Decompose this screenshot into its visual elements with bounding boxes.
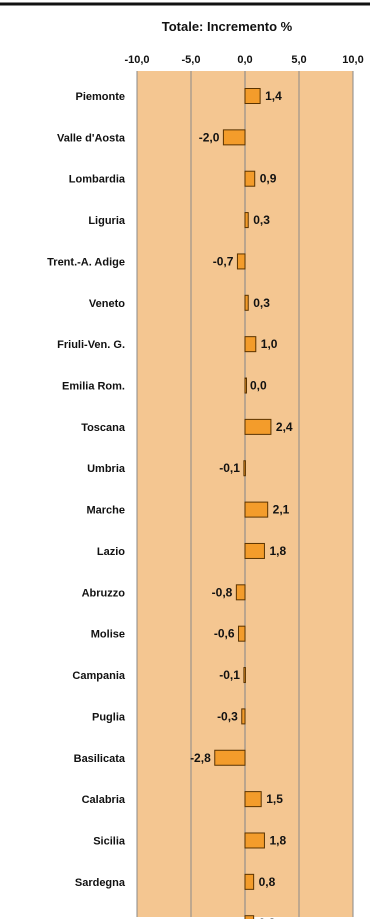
category-label: Calabria [82, 794, 126, 806]
bar [244, 336, 257, 353]
bar [244, 873, 255, 890]
category-label: Emilia Rom. [62, 381, 125, 393]
category-label: Trent.-A. Adige [47, 256, 125, 268]
x-axis-ticks: -10,0 -5,0 0,0 5,0 10,0 [124, 54, 363, 66]
value-label: -0,6 [214, 627, 235, 641]
bar [235, 584, 246, 601]
bar [244, 418, 272, 435]
category-label: Piemonte [75, 91, 125, 103]
category-label: Lombardia [69, 174, 126, 186]
value-label: -0,7 [213, 254, 234, 268]
category-label: Campania [72, 670, 125, 682]
bar [243, 667, 246, 684]
x-tick-label: 5,0 [291, 54, 306, 66]
bar [243, 460, 246, 477]
value-label: 0,8 [259, 875, 276, 889]
value-label: 1,8 [269, 544, 286, 558]
bar [244, 542, 265, 559]
category-label: Abruzzo [82, 587, 126, 599]
bar-series [214, 88, 272, 924]
value-label: 0,9 [260, 172, 277, 186]
value-label: 0,3 [253, 213, 270, 227]
value-label: 2,4 [276, 420, 293, 434]
category-label: Sicilia [93, 835, 126, 847]
value-label: -2,0 [199, 130, 220, 144]
value-label: 0,0 [250, 379, 267, 393]
x-tick-label: 10,0 [342, 54, 363, 66]
value-label: -0,3 [217, 709, 238, 723]
category-label: Molise [91, 629, 125, 641]
bar [244, 501, 269, 518]
value-label: 0,3 [253, 296, 270, 310]
bar [236, 253, 246, 270]
category-label: Lazio [97, 546, 125, 558]
category-label: Toscana [81, 422, 126, 434]
bar [238, 625, 246, 642]
bar [244, 791, 262, 808]
value-label: -0,1 [219, 461, 240, 475]
category-labels: Piemonte Valle d'Aosta Lombardia Liguria Tre… [47, 91, 126, 924]
value-label: 1,4 [265, 89, 282, 103]
chart-title: Totale: Incremento % [162, 19, 293, 34]
plot-area [136, 71, 354, 917]
category-label: Valle d'Aosta [57, 132, 126, 144]
category-label: Veneto [89, 298, 125, 310]
category-label: Puglia [92, 711, 126, 723]
bar [241, 708, 246, 725]
bar [244, 212, 249, 229]
category-label: Umbria [87, 463, 126, 475]
category-label: Friuli-Ven. G. [57, 339, 125, 351]
category-label: Marche [86, 505, 125, 517]
value-label: -0,1 [219, 668, 240, 682]
category-label: Basilicata [74, 753, 126, 765]
value-label: 1,0 [261, 337, 278, 351]
x-tick-label: -10,0 [124, 54, 149, 66]
category-label: Sardegna [75, 877, 126, 889]
value-label: -0,8 [212, 585, 233, 599]
bar [244, 88, 261, 104]
bar [244, 294, 249, 311]
value-label: 1,8 [269, 833, 286, 847]
x-tick-label: 0,0 [237, 54, 252, 66]
bar [222, 129, 246, 146]
value-label: -2,8 [190, 751, 211, 765]
bar [244, 170, 256, 187]
bar [214, 749, 246, 766]
value-label: 1,5 [266, 792, 283, 806]
bar [244, 832, 265, 849]
x-tick-label: -5,0 [182, 54, 201, 66]
value-label: 2,1 [273, 503, 290, 517]
category-label: Liguria [88, 215, 126, 227]
bar [244, 377, 247, 394]
